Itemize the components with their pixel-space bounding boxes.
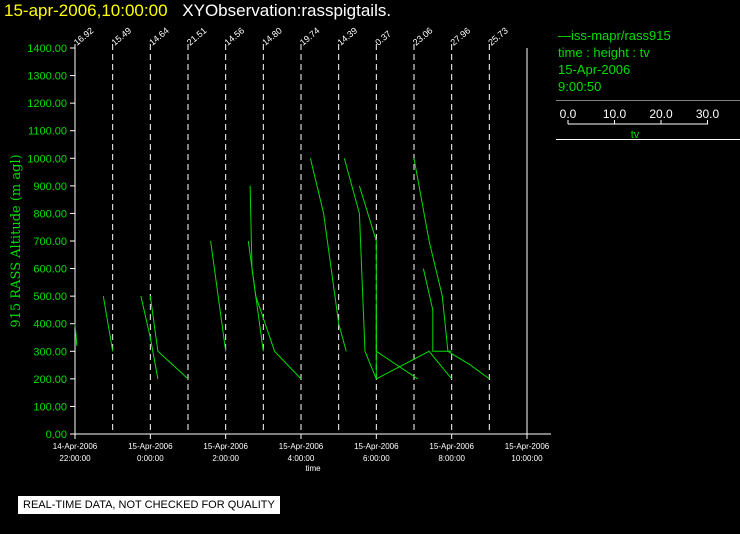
profile-line bbox=[375, 309, 453, 380]
y-tick-label: 1100.00 bbox=[28, 126, 67, 138]
profile-label: 14.56 bbox=[223, 25, 247, 47]
y-tick-label: 800.00 bbox=[33, 208, 67, 220]
header-datetime: 15-apr-2006,10:00:00 bbox=[4, 1, 168, 20]
x-tick-date: 15-Apr-2006 bbox=[505, 442, 550, 451]
legend: —iss-mapr/rass915 time : height : tv 15-… bbox=[556, 27, 740, 95]
profile-label: 0.37 bbox=[373, 29, 393, 48]
quality-notice: REAL-TIME DATA, NOT CHECKED FOR QUALITY bbox=[18, 496, 280, 514]
profile-line bbox=[343, 158, 377, 380]
x-tick-date: 15-Apr-2006 bbox=[354, 442, 399, 451]
profile-label: 27.96 bbox=[449, 25, 473, 47]
profile-label: 14.64 bbox=[147, 25, 171, 47]
legend-series-label: iss-mapr/rass915 bbox=[571, 28, 671, 43]
y-tick-label: 600.00 bbox=[33, 264, 67, 276]
x-tick-time: 6:00:00 bbox=[363, 454, 390, 463]
x-axis-label: time bbox=[305, 464, 321, 473]
profile-label: 15.49 bbox=[110, 25, 134, 47]
y-tick-label: 400.00 bbox=[33, 319, 67, 331]
y-tick-label: 100.00 bbox=[33, 401, 67, 413]
y-axis-label: 915 RASS Altitude (m agl) bbox=[9, 154, 24, 327]
y-tick-label: 1000.00 bbox=[27, 153, 67, 165]
scale-tick-label: 10.0 bbox=[603, 107, 627, 121]
x-tick-time: 22:00:00 bbox=[59, 454, 91, 463]
profile-line bbox=[249, 185, 264, 352]
x-tick-time: 4:00:00 bbox=[288, 454, 315, 463]
profile-label: 19.74 bbox=[298, 25, 322, 47]
profile-line bbox=[422, 268, 452, 352]
x-tick-time: 2:00:00 bbox=[212, 454, 239, 463]
x-tick-date: 14-Apr-2006 bbox=[53, 442, 98, 451]
profile-label: 16.92 bbox=[72, 25, 96, 47]
x-tick-time: 8:00:00 bbox=[438, 454, 465, 463]
plot-header: 15-apr-2006,10:00:00 XYObservation:rassp… bbox=[4, 1, 391, 21]
x-tick-date: 15-Apr-2006 bbox=[279, 442, 324, 451]
scale-tick-label: 20.0 bbox=[649, 107, 673, 121]
profile-label: 23.06 bbox=[411, 25, 435, 47]
x-tick-date: 15-Apr-2006 bbox=[203, 442, 248, 451]
y-tick-label: 1300.00 bbox=[27, 71, 67, 83]
y-tick-label: 700.00 bbox=[33, 236, 67, 248]
profile-line bbox=[140, 295, 159, 379]
profile-label: 14.80 bbox=[260, 25, 284, 47]
x-tick-time: 10:00:00 bbox=[511, 454, 543, 463]
profile-line bbox=[413, 158, 490, 380]
profile-label: 14.39 bbox=[336, 25, 360, 47]
y-tick-label: 1400.00 bbox=[27, 43, 67, 55]
scale-label: tv bbox=[631, 129, 640, 140]
legend-series: —iss-mapr/rass915 bbox=[556, 27, 740, 44]
profile-label: 25.73 bbox=[486, 25, 510, 47]
legend-time: 9:00:50 bbox=[558, 79, 602, 94]
legend-kind: time : height : tv bbox=[558, 45, 650, 60]
profile-line bbox=[358, 185, 419, 380]
y-tick-label: 1200.00 bbox=[27, 98, 67, 110]
y-tick-label: 900.00 bbox=[33, 181, 67, 193]
profile-line bbox=[247, 240, 302, 380]
y-tick-label: 200.00 bbox=[33, 374, 67, 386]
profile-line bbox=[102, 296, 114, 352]
legend-series-swatch: — bbox=[558, 28, 571, 43]
x-tick-date: 15-Apr-2006 bbox=[429, 442, 474, 451]
legend-date: 15-Apr-2006 bbox=[558, 62, 631, 77]
profile-label: 21.51 bbox=[185, 25, 209, 47]
profile-line bbox=[210, 240, 227, 352]
y-tick-label: 500.00 bbox=[33, 291, 67, 303]
scale-tick-label: 30.0 bbox=[696, 107, 720, 121]
x-tick-date: 15-Apr-2006 bbox=[128, 442, 173, 451]
x-tick-time: 0:00:00 bbox=[137, 454, 164, 463]
y-tick-label: 0.00 bbox=[46, 429, 67, 441]
profile-line bbox=[309, 158, 347, 352]
profile-line bbox=[74, 323, 78, 346]
tv-scale: 0.0 10.0 20.0 30.0 tv bbox=[556, 100, 740, 140]
header-observation: XYObservation:rasspigtails. bbox=[182, 1, 392, 20]
profile-line bbox=[149, 296, 189, 380]
scale-tick-label: 0.0 bbox=[560, 107, 577, 121]
y-tick-label: 300.00 bbox=[33, 346, 67, 358]
